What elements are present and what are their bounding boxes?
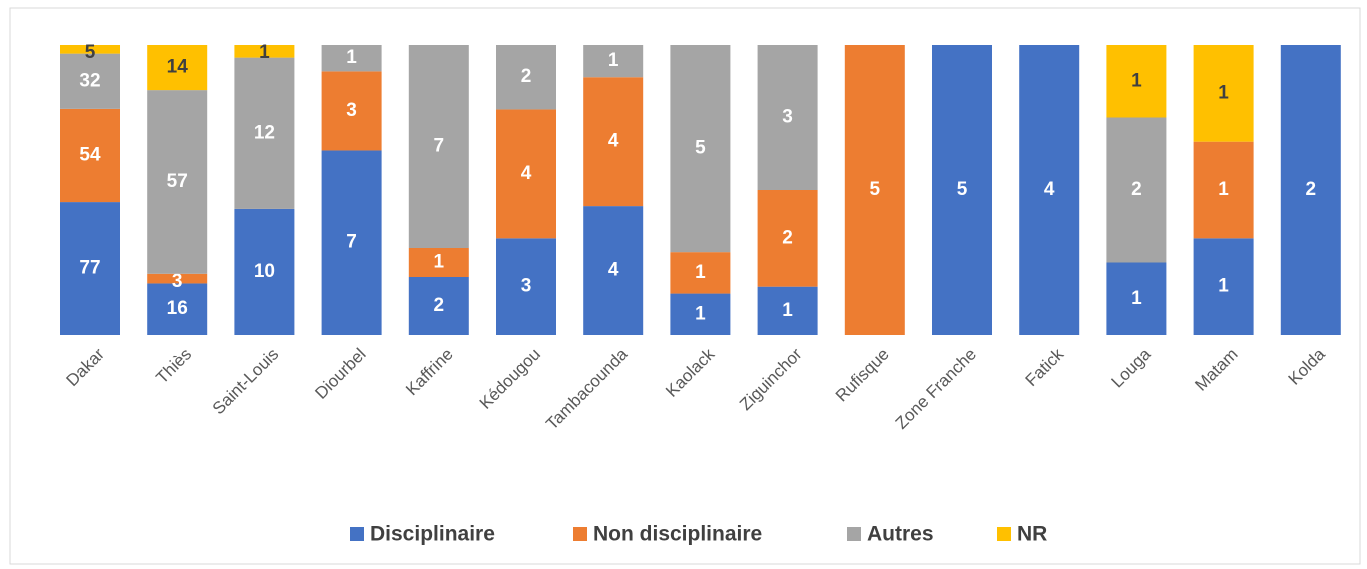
bar-segment — [757, 190, 818, 287]
data-label: 1 — [1218, 82, 1229, 103]
data-label: 77 — [79, 258, 100, 279]
legend-swatch — [847, 527, 861, 541]
data-label: 2 — [1131, 179, 1142, 200]
bar-segment — [496, 45, 556, 110]
data-label: 1 — [434, 252, 445, 273]
data-label: 1 — [608, 50, 619, 71]
data-label: 4 — [608, 260, 619, 281]
bar-segment — [844, 45, 905, 335]
data-label: 1 — [259, 42, 270, 63]
bar-segment — [670, 45, 731, 253]
data-label: 5 — [870, 179, 881, 200]
bar-segment — [1019, 45, 1080, 335]
bar-segment — [670, 252, 731, 294]
bar-segment — [932, 45, 992, 335]
legend-label: Autres — [867, 523, 934, 546]
data-label: 5 — [695, 138, 706, 159]
data-label: 3 — [521, 276, 532, 297]
bar-segment — [1193, 45, 1254, 142]
data-label: 2 — [782, 227, 793, 248]
bar-segment — [496, 238, 556, 335]
bar-segment — [147, 283, 208, 335]
bar-segment — [234, 208, 295, 335]
bar-segment — [583, 45, 644, 78]
data-label: 12 — [254, 122, 275, 143]
bar-segment — [1106, 117, 1167, 263]
bar-segment — [321, 150, 382, 335]
bar-segment — [147, 90, 208, 274]
legend-label: NR — [1017, 523, 1047, 546]
legend-label: Non disciplinaire — [593, 523, 762, 546]
data-label: 3 — [346, 100, 357, 121]
bar-segment — [60, 45, 120, 54]
data-label: 1 — [1218, 179, 1229, 200]
bar-segment — [757, 45, 818, 190]
data-label: 4 — [1044, 179, 1055, 200]
data-label: 14 — [167, 57, 189, 78]
data-label: 2 — [1306, 179, 1317, 200]
bar-segment — [1106, 262, 1167, 335]
bar-segment — [60, 53, 120, 109]
legend-label: Disciplinaire — [370, 523, 495, 546]
bar-segment — [1106, 45, 1167, 118]
bar-segment — [234, 45, 295, 58]
bar-segment — [321, 45, 382, 72]
data-label: 5 — [957, 179, 968, 200]
bar-segment — [1193, 238, 1254, 335]
bar-segment — [583, 206, 644, 335]
data-label: 7 — [346, 232, 357, 253]
data-label: 5 — [85, 42, 96, 63]
bar-segment — [496, 109, 556, 239]
data-label: 10 — [254, 261, 275, 282]
bar-segment — [757, 286, 818, 335]
legend-swatch — [573, 527, 587, 541]
bar-segment — [408, 248, 469, 277]
data-label: 1 — [695, 303, 706, 324]
data-label: 7 — [434, 136, 445, 157]
bar-segment — [1193, 141, 1254, 239]
data-label: 32 — [79, 70, 100, 91]
bar-segment — [234, 57, 295, 209]
data-label: 57 — [167, 171, 188, 192]
data-label: 54 — [79, 144, 101, 165]
bar-segment — [583, 77, 644, 207]
data-label: 2 — [521, 66, 532, 87]
bar-segment — [670, 293, 731, 335]
bar-segment — [147, 273, 208, 284]
data-label: 1 — [695, 262, 706, 283]
bar-segment — [147, 45, 208, 91]
legend-swatch — [350, 527, 364, 541]
data-label: 4 — [521, 163, 532, 184]
data-label: 1 — [782, 300, 793, 321]
bar-segment — [408, 45, 469, 248]
data-label: 1 — [346, 47, 357, 68]
legend-swatch — [997, 527, 1011, 541]
data-label: 3 — [782, 107, 793, 128]
data-label: 1 — [1131, 288, 1142, 309]
data-label: 2 — [434, 295, 445, 316]
data-label: 4 — [608, 131, 619, 152]
data-label: 1 — [1218, 276, 1229, 297]
bar-segment — [60, 108, 120, 203]
data-label: 3 — [172, 271, 183, 292]
bar-segment — [60, 202, 120, 335]
bar-segment — [1280, 45, 1341, 335]
bar-segment — [408, 277, 469, 335]
data-label: 1 — [1131, 70, 1142, 91]
bar-segment — [321, 71, 382, 151]
data-label: 16 — [167, 298, 188, 319]
